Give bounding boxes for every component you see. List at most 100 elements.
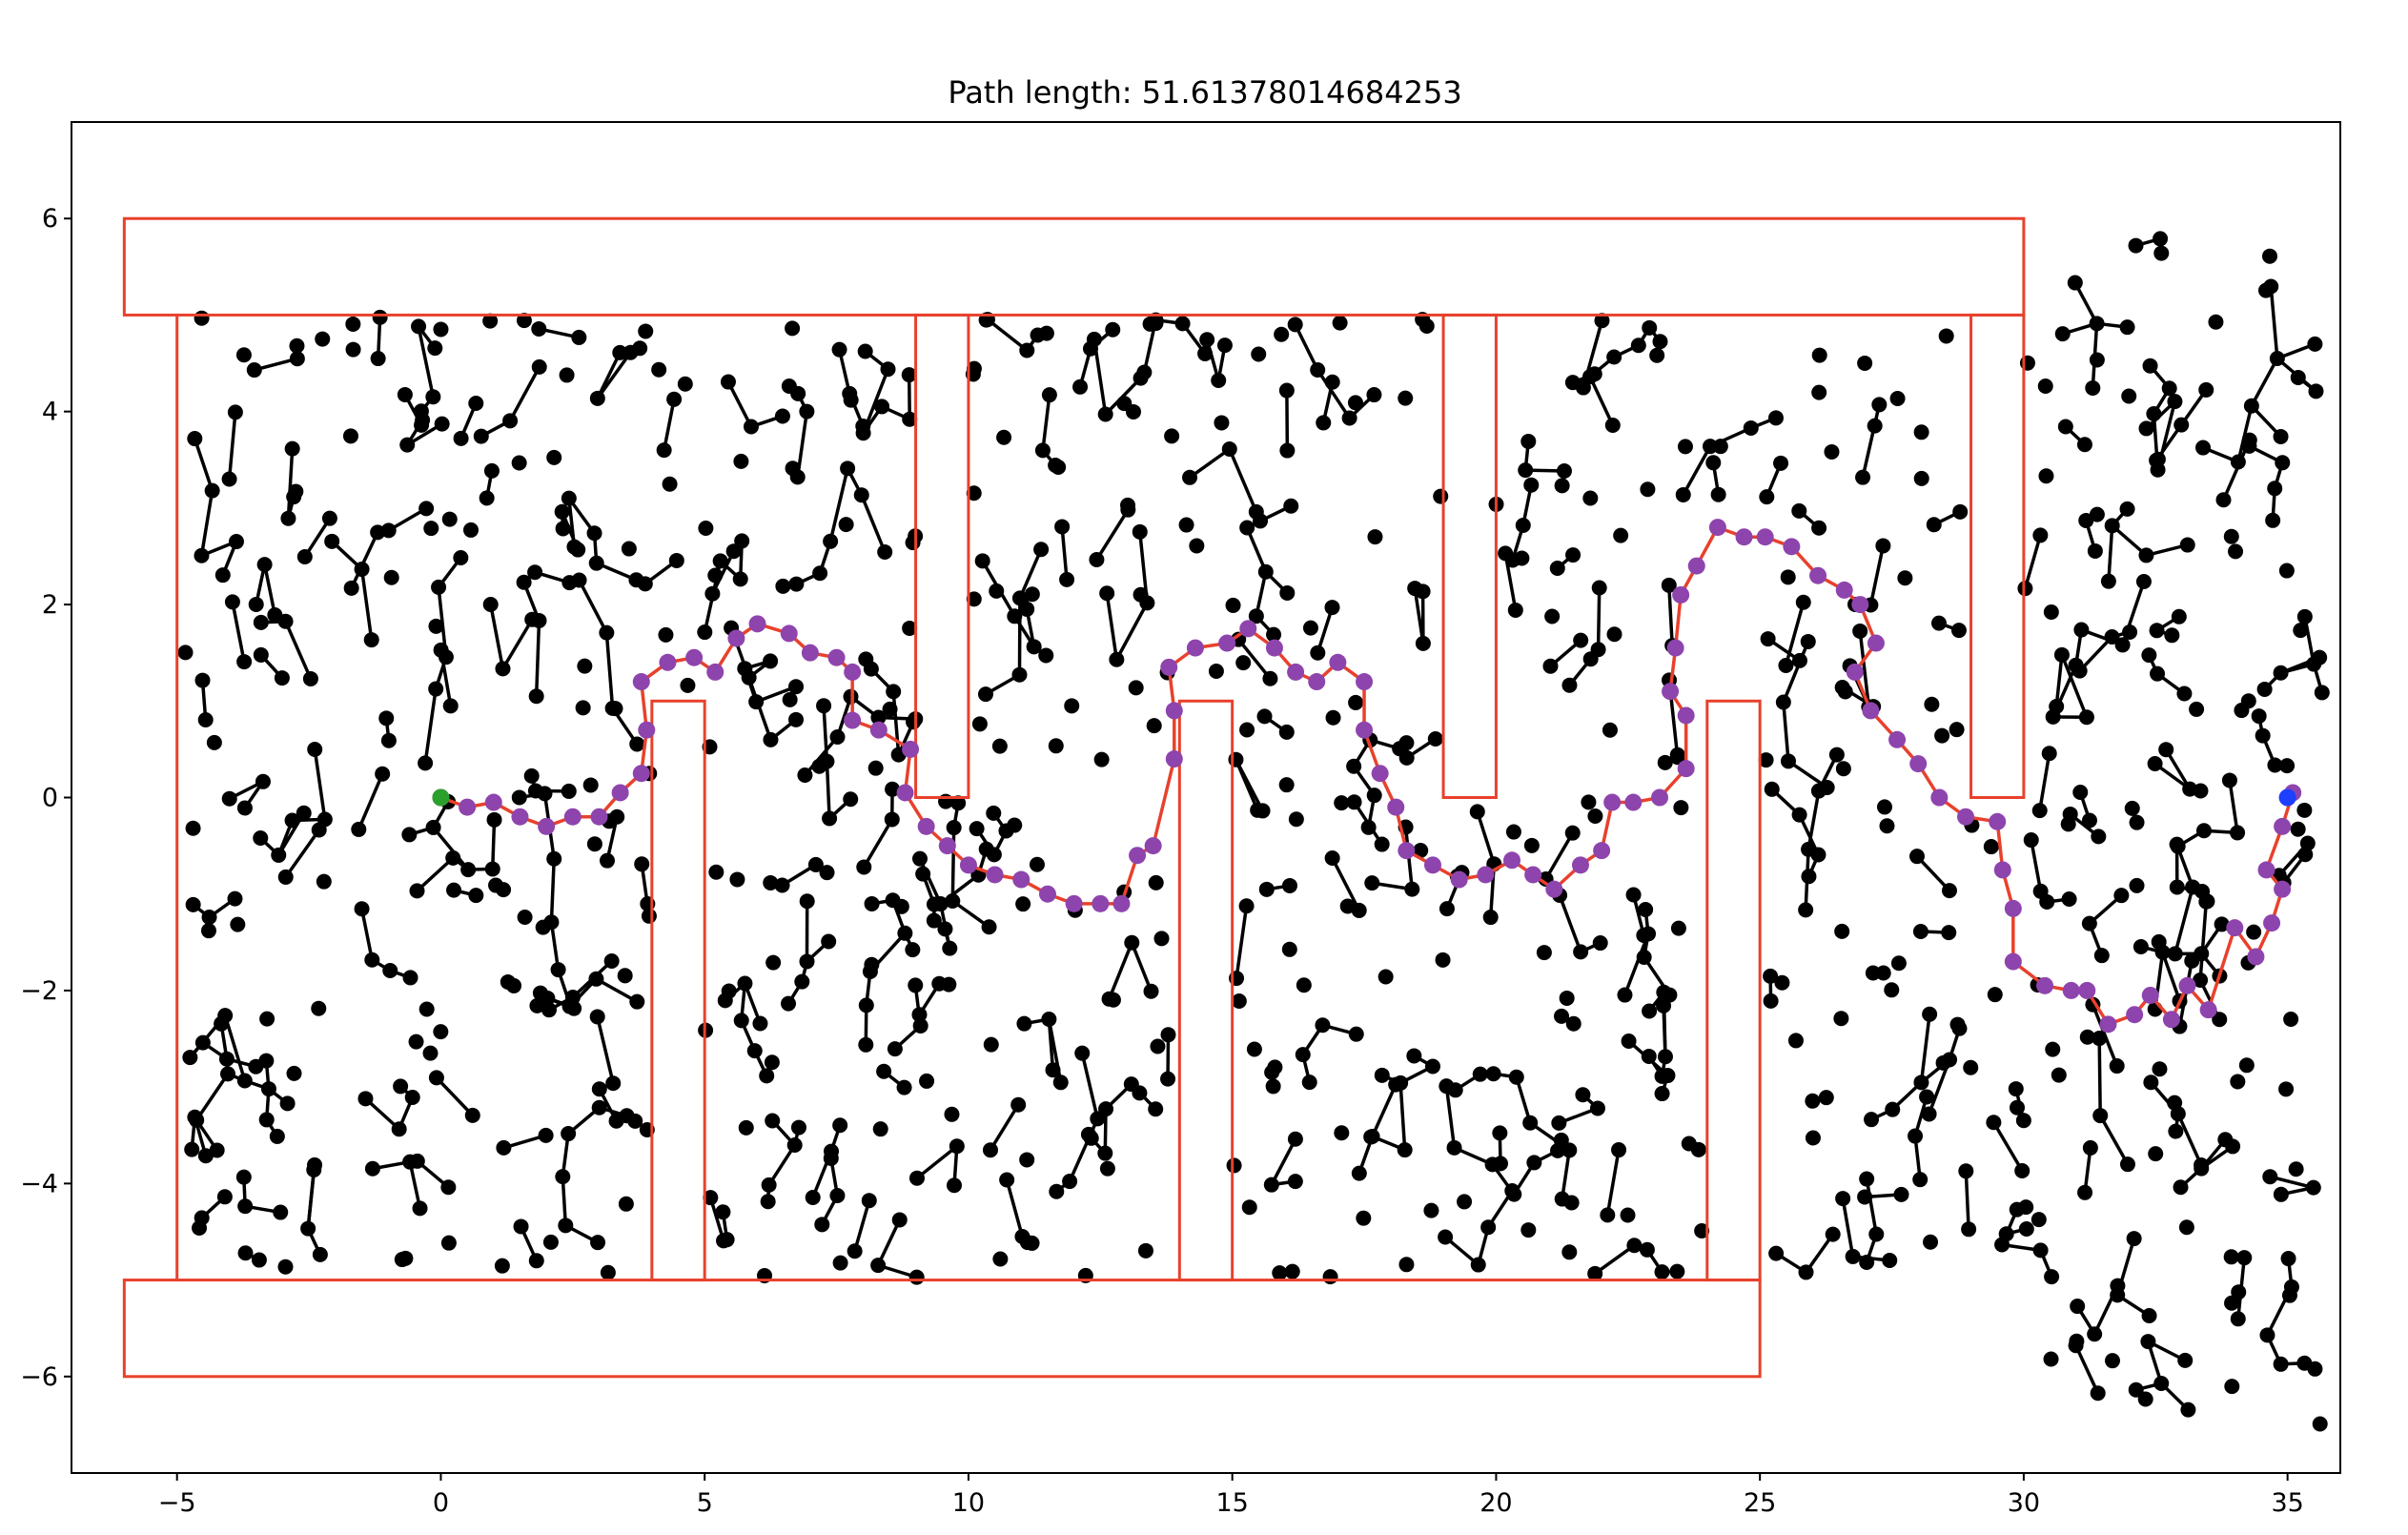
path-node <box>632 765 650 783</box>
tree-node <box>194 547 210 563</box>
tree-node <box>1871 397 1888 413</box>
tree-node <box>524 611 541 627</box>
tree-node <box>1924 696 1940 712</box>
tree-node <box>351 821 367 837</box>
path-node <box>844 711 862 729</box>
tree-node <box>433 1024 449 1040</box>
tree-node <box>321 510 337 526</box>
y-tick-label: 0 <box>42 784 58 813</box>
tree-node <box>1669 749 1685 766</box>
tree-node <box>763 874 779 890</box>
tree-node <box>1438 1229 1454 1245</box>
tree-edge <box>1560 1150 1572 1199</box>
path-node <box>986 866 1004 884</box>
tree-node <box>187 431 203 447</box>
tree-node <box>284 440 300 457</box>
tree-node <box>926 912 942 929</box>
tree-node <box>1554 1008 1570 1024</box>
tree-node <box>2184 952 2200 969</box>
tree-edge <box>950 828 956 902</box>
tree-edge <box>500 618 534 670</box>
tree-node <box>418 1001 435 1017</box>
tree-node <box>546 850 562 867</box>
tree-node <box>605 1075 622 1092</box>
tree-node <box>901 367 917 383</box>
tree-node <box>383 569 399 585</box>
tree-node <box>2223 528 2239 544</box>
path-node <box>2162 1011 2180 1029</box>
tree-node <box>811 758 827 774</box>
x-tick-label: 5 <box>697 1488 713 1518</box>
tree-node <box>559 367 575 383</box>
tree-node <box>375 766 391 782</box>
tree-node <box>363 632 379 648</box>
tree-node <box>1139 595 1155 611</box>
tree-node <box>1469 804 1485 820</box>
tree-node <box>2273 428 2289 444</box>
tree-node <box>905 942 921 958</box>
path-node <box>1756 528 1774 546</box>
tree-node <box>1867 418 1883 434</box>
tree-node <box>185 896 201 912</box>
tree-node <box>1324 600 1340 616</box>
tree-node <box>864 895 880 911</box>
tree-edge <box>2073 281 2099 325</box>
tree-node <box>2167 1095 2183 1111</box>
tree-node <box>720 374 736 390</box>
tree-node <box>1589 1100 1605 1116</box>
tree-node <box>434 416 450 432</box>
path-node <box>1065 894 1083 912</box>
tree-edge <box>1294 323 1319 371</box>
path-node <box>2226 919 2244 937</box>
tree-node <box>656 442 672 459</box>
path-node <box>685 648 704 666</box>
tree-node <box>230 916 246 932</box>
tree-node <box>1514 550 1530 566</box>
tree-node <box>1363 1129 1379 1145</box>
tree-node <box>399 437 416 453</box>
tree-node <box>2128 237 2144 254</box>
tree-node <box>482 596 499 612</box>
path-node <box>2141 986 2159 1004</box>
tree-node <box>1439 901 1455 917</box>
tree-edge <box>1605 1149 1621 1216</box>
tree-node <box>765 1113 781 1129</box>
tree-node <box>2082 1139 2098 1156</box>
tree-node <box>884 811 900 828</box>
tree-node <box>1775 694 1791 710</box>
tree-node <box>1758 752 1774 768</box>
tree-node <box>823 533 839 549</box>
tree-node <box>983 1036 999 1053</box>
tree-node <box>1582 490 1599 506</box>
tree-node <box>2305 1179 2321 1196</box>
tree-node <box>2153 1376 2170 1392</box>
tree-node <box>2314 685 2330 701</box>
tree-node <box>1763 968 1779 984</box>
tree-node <box>425 389 441 405</box>
tree-node <box>1435 952 1451 968</box>
tree-node <box>1606 626 1622 643</box>
tree-node <box>743 419 759 435</box>
tree-node <box>1857 355 1873 371</box>
tree-node <box>857 343 873 359</box>
tree-node <box>1649 347 1665 363</box>
tree-node <box>949 1138 965 1155</box>
tree-node <box>725 543 742 560</box>
tree-node <box>1620 1207 1636 1223</box>
tree-node <box>1791 807 1807 823</box>
tree-node <box>2193 783 2209 799</box>
tree-node <box>2195 440 2212 456</box>
tree-node <box>1763 993 1779 1009</box>
path-node <box>1930 788 1949 807</box>
tree-node <box>2010 1099 2026 1115</box>
tree-node <box>932 896 949 912</box>
tree-node <box>1366 387 1382 403</box>
tree-node <box>1661 577 1677 593</box>
tree-node <box>372 309 388 325</box>
tree-node <box>1272 1265 1288 1281</box>
tree-node <box>1341 410 1357 426</box>
tree-node <box>1364 875 1380 891</box>
tree-node <box>618 1196 634 1212</box>
tree-edge <box>1018 548 1043 600</box>
tree-node <box>2032 883 2049 899</box>
